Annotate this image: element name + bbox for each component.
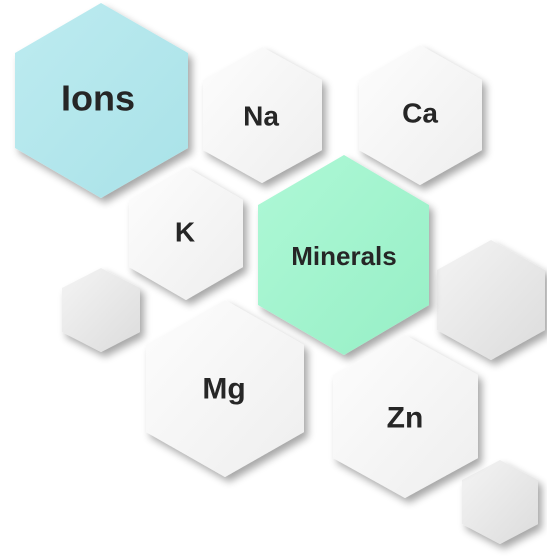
hexagon-ca: Ca [359, 45, 482, 185]
minerals-label: Minerals [291, 241, 397, 271]
ions-label: Ions [61, 78, 135, 119]
zn-hexagon-shape [333, 335, 478, 498]
hexagon-mg: Mg [146, 300, 304, 477]
k-label: K [175, 217, 195, 248]
blank-hexagon-right [437, 240, 545, 360]
ions-hexagon-shape [15, 3, 188, 198]
zn-label: Zn [387, 402, 424, 435]
ca-hexagon-shape [359, 45, 482, 185]
hexagon-k: K [129, 167, 243, 300]
hexagon-ions: Ions [15, 3, 188, 198]
minerals-hexagon-shape [258, 155, 429, 355]
hexagon-minerals: Minerals [258, 155, 429, 355]
ca-label: Ca [402, 98, 438, 129]
mg-hexagon-shape [146, 300, 304, 477]
hexagon-zn: Zn [333, 335, 478, 498]
na-hexagon-shape [203, 47, 322, 183]
k-hexagon-shape [129, 167, 243, 300]
mg-label: Mg [202, 373, 245, 406]
blank-hexagon-bottom-right [462, 460, 538, 544]
hexagon-na: Na [203, 47, 322, 183]
blank-hexagon-left [62, 268, 140, 352]
na-label: Na [243, 101, 279, 132]
